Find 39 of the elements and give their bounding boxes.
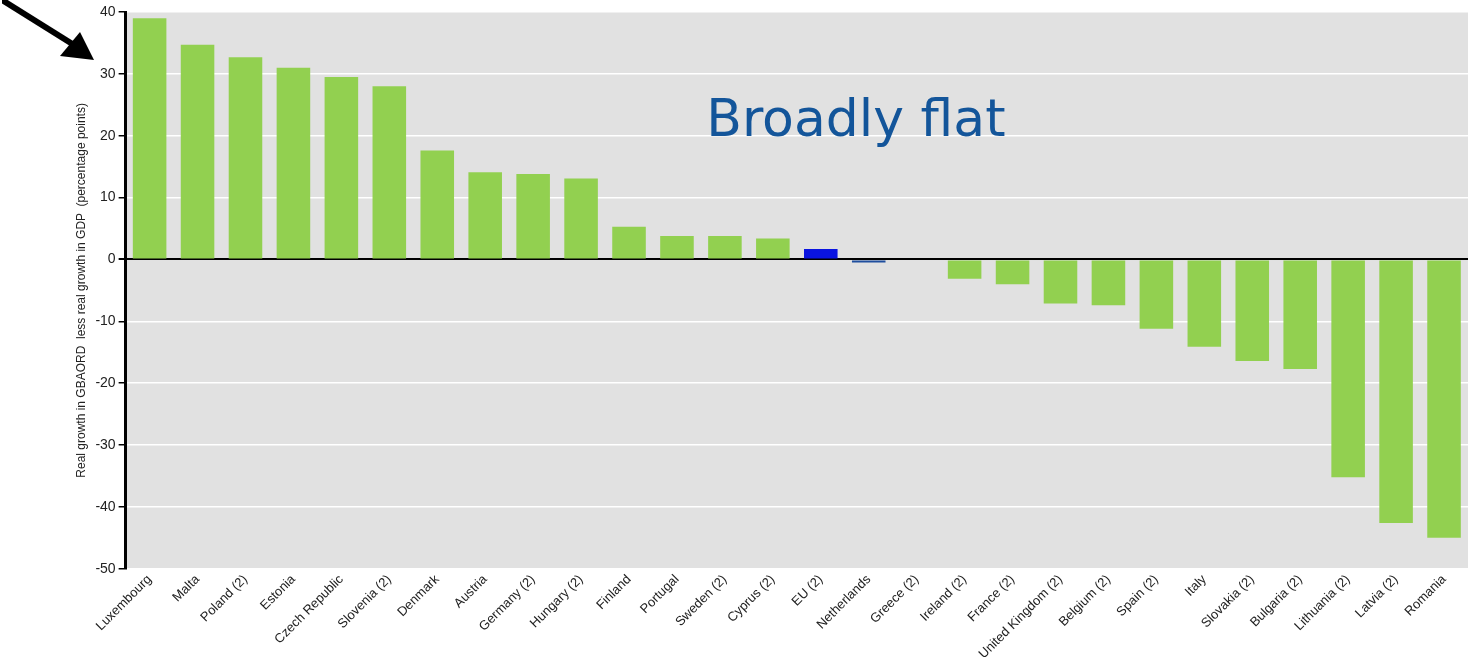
bar — [564, 178, 598, 259]
bar — [612, 226, 646, 259]
bar — [756, 238, 790, 259]
y-tick-label: -10 — [95, 312, 116, 329]
bar — [1331, 260, 1365, 478]
y-tick-label: 10 — [100, 188, 116, 205]
bar — [1379, 260, 1413, 523]
bar — [1187, 260, 1222, 347]
bar — [1283, 260, 1317, 369]
bar — [372, 86, 407, 259]
y-axis-title: Real growth in GBAORD less real growth in GDP (percentage points) — [73, 103, 88, 478]
y-tick-label: 40 — [100, 2, 116, 19]
bar — [468, 172, 502, 259]
y-tick-label: 20 — [100, 126, 116, 143]
y-tick-label: 0 — [107, 250, 116, 267]
y-tick-label: -20 — [95, 374, 116, 391]
bar — [1139, 260, 1174, 329]
bar — [180, 44, 215, 259]
bar — [516, 174, 550, 259]
bar — [660, 235, 694, 259]
bar — [851, 260, 886, 263]
bar — [947, 260, 982, 279]
bar — [1235, 260, 1270, 361]
bar — [276, 67, 311, 259]
bar — [1091, 260, 1126, 306]
bar — [995, 260, 1030, 285]
y-tick-label: -30 — [95, 435, 116, 452]
annotation: Broadly flat — [706, 87, 1006, 148]
bar — [228, 57, 263, 259]
bar — [132, 18, 167, 259]
bar — [804, 248, 838, 259]
bar — [708, 235, 742, 259]
y-tick-label: -40 — [95, 497, 116, 514]
bar — [324, 76, 359, 259]
bar — [420, 150, 455, 259]
bar — [1427, 260, 1461, 538]
y-tick-label: 30 — [100, 64, 116, 81]
bar — [1043, 260, 1078, 304]
y-tick-label: -50 — [95, 559, 116, 576]
